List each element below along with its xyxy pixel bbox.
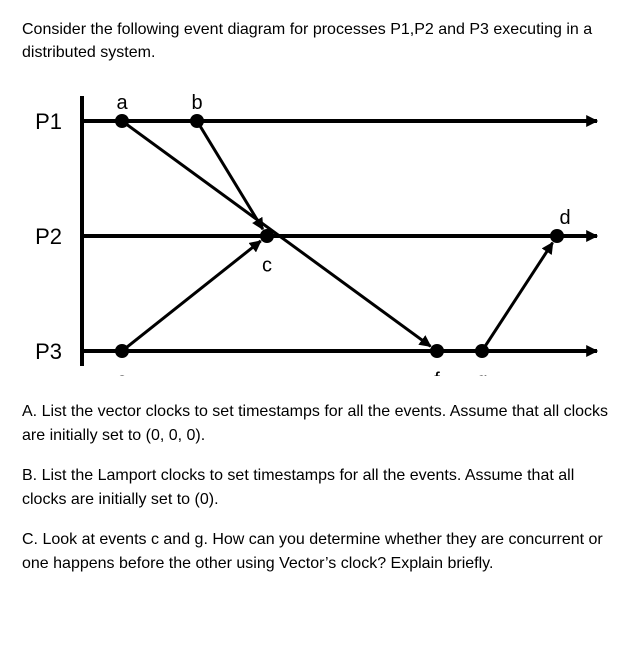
svg-text:d: d xyxy=(559,207,570,229)
event-diagram: P1 P2 P3 a b c d e f g xyxy=(22,76,617,376)
question-a: A. List the vector clocks to set timesta… xyxy=(22,400,617,448)
intro-text: Consider the following event diagram for… xyxy=(22,18,617,64)
svg-text:b: b xyxy=(191,92,202,114)
svg-text:P1: P1 xyxy=(35,109,62,134)
question-b: B. List the Lamport clocks to set timest… xyxy=(22,464,617,512)
svg-text:e: e xyxy=(116,370,127,376)
question-c: C. Look at events c and g. How can you d… xyxy=(22,528,617,576)
svg-text:P2: P2 xyxy=(35,224,62,249)
svg-text:P3: P3 xyxy=(35,339,62,364)
svg-text:c: c xyxy=(262,255,272,277)
svg-text:a: a xyxy=(116,92,128,114)
svg-text:f: f xyxy=(434,370,440,376)
svg-text:g: g xyxy=(476,370,487,376)
